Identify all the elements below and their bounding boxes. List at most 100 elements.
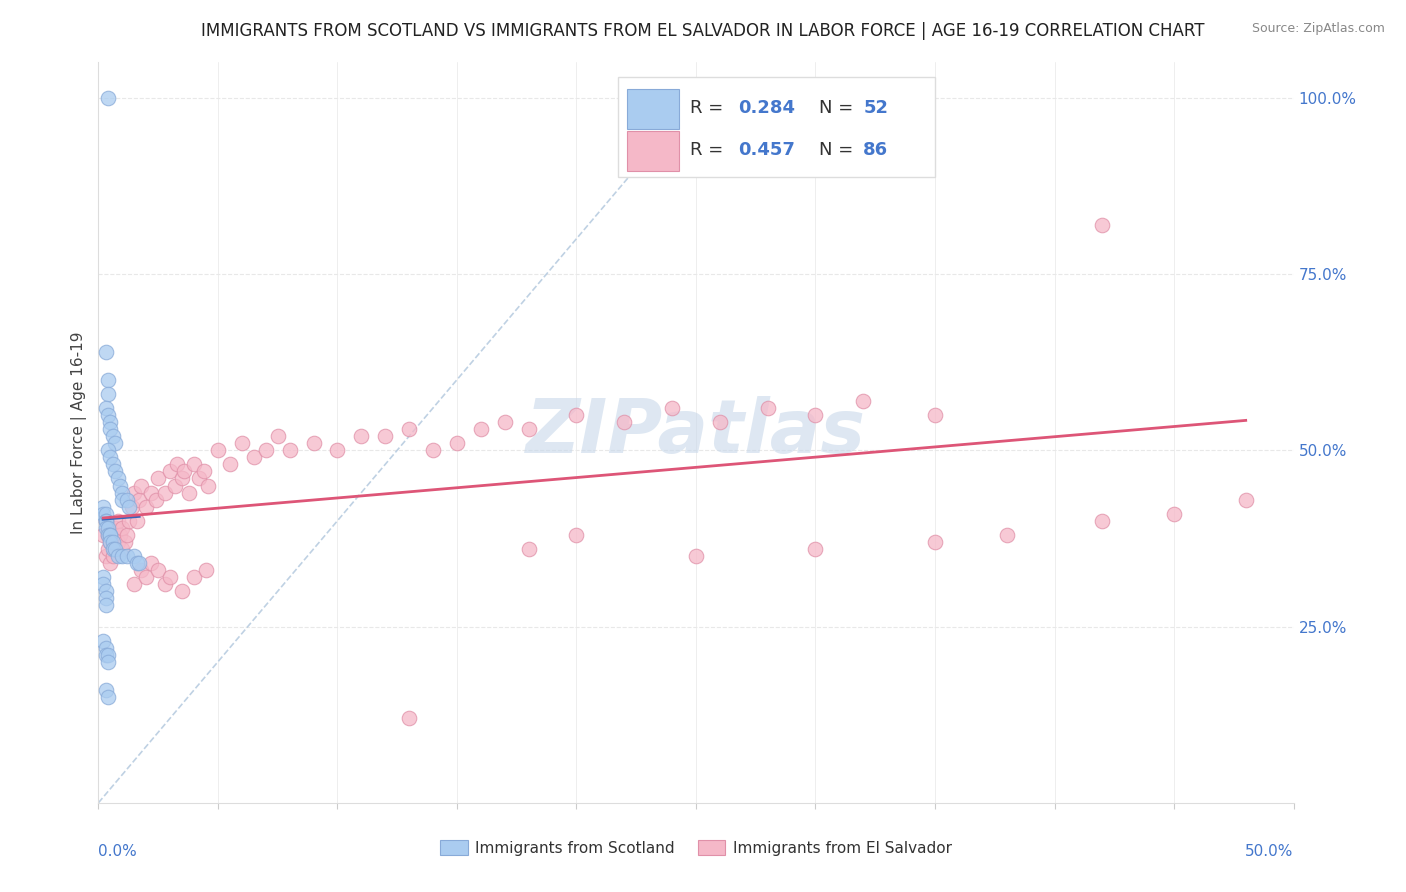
Point xyxy=(98,528,122,542)
Point xyxy=(97,443,120,458)
Text: 86: 86 xyxy=(863,141,889,159)
Point xyxy=(97,528,120,542)
Point xyxy=(125,556,148,570)
Point xyxy=(94,521,117,535)
Point xyxy=(107,514,129,528)
Point xyxy=(613,415,636,429)
Point xyxy=(135,500,157,514)
Point xyxy=(804,408,827,422)
Point xyxy=(94,584,117,599)
Point xyxy=(1234,492,1257,507)
Point xyxy=(128,556,150,570)
Point xyxy=(852,393,875,408)
Point xyxy=(101,535,124,549)
Point xyxy=(155,485,177,500)
Point xyxy=(118,500,141,514)
Point xyxy=(517,422,540,436)
Point xyxy=(98,415,122,429)
FancyBboxPatch shape xyxy=(627,130,679,170)
Point xyxy=(924,535,946,549)
Point xyxy=(104,541,127,556)
Point xyxy=(98,535,122,549)
Point xyxy=(374,429,396,443)
Point xyxy=(183,458,205,472)
Point xyxy=(94,549,117,563)
Point xyxy=(172,584,194,599)
Point xyxy=(104,464,127,478)
Point xyxy=(94,401,117,415)
Point xyxy=(97,655,120,669)
Point xyxy=(148,563,170,577)
Point xyxy=(94,514,117,528)
Point xyxy=(219,458,242,472)
Point xyxy=(91,577,114,591)
Point xyxy=(97,648,120,662)
Text: R =: R = xyxy=(690,141,728,159)
Point xyxy=(111,485,134,500)
Point xyxy=(98,422,122,436)
Point xyxy=(97,521,120,535)
Point xyxy=(104,521,127,535)
Point xyxy=(565,408,588,422)
Point xyxy=(172,471,194,485)
Point xyxy=(267,429,290,443)
Point xyxy=(101,528,124,542)
Point xyxy=(91,500,114,514)
Point xyxy=(326,443,349,458)
Point xyxy=(118,514,141,528)
Point xyxy=(101,549,124,563)
Point xyxy=(278,443,301,458)
Point xyxy=(94,599,117,613)
Point xyxy=(131,563,153,577)
Point xyxy=(101,429,124,443)
Point xyxy=(91,507,114,521)
Point xyxy=(159,464,181,478)
Point xyxy=(115,528,138,542)
Point xyxy=(243,450,266,465)
Legend: Immigrants from Scotland, Immigrants from El Salvador: Immigrants from Scotland, Immigrants fro… xyxy=(434,834,957,862)
Point xyxy=(183,570,205,584)
Point xyxy=(135,570,157,584)
Point xyxy=(124,577,146,591)
Text: N =: N = xyxy=(820,141,859,159)
Point xyxy=(173,464,195,478)
Point xyxy=(231,436,253,450)
Point xyxy=(1091,514,1114,528)
Point xyxy=(155,577,177,591)
Point xyxy=(114,535,136,549)
Point xyxy=(111,541,134,556)
Text: Source: ZipAtlas.com: Source: ZipAtlas.com xyxy=(1251,22,1385,36)
Point xyxy=(207,443,229,458)
Point xyxy=(446,436,468,450)
Text: 50.0%: 50.0% xyxy=(1246,844,1294,858)
Point xyxy=(804,541,827,556)
Point xyxy=(97,408,120,422)
Point xyxy=(565,528,588,542)
Point xyxy=(98,556,122,570)
Text: 52: 52 xyxy=(863,99,889,118)
Point xyxy=(91,633,114,648)
Point xyxy=(91,570,114,584)
Point xyxy=(97,690,120,704)
Point xyxy=(193,464,215,478)
Point xyxy=(685,549,707,563)
Point xyxy=(1163,507,1185,521)
Point xyxy=(470,422,492,436)
Point xyxy=(111,549,134,563)
Point xyxy=(924,408,946,422)
Point xyxy=(145,492,167,507)
Point xyxy=(108,478,131,492)
Point xyxy=(94,648,117,662)
Point xyxy=(148,471,170,485)
Point xyxy=(179,485,201,500)
Point xyxy=(104,436,127,450)
Text: IMMIGRANTS FROM SCOTLAND VS IMMIGRANTS FROM EL SALVADOR IN LABOR FORCE | AGE 16-: IMMIGRANTS FROM SCOTLAND VS IMMIGRANTS F… xyxy=(201,22,1205,40)
Point xyxy=(125,514,148,528)
Point xyxy=(995,528,1018,542)
Point xyxy=(97,387,120,401)
Point xyxy=(121,500,143,514)
Point xyxy=(124,485,146,500)
Point xyxy=(98,450,122,465)
Point xyxy=(101,541,124,556)
Point xyxy=(107,535,129,549)
